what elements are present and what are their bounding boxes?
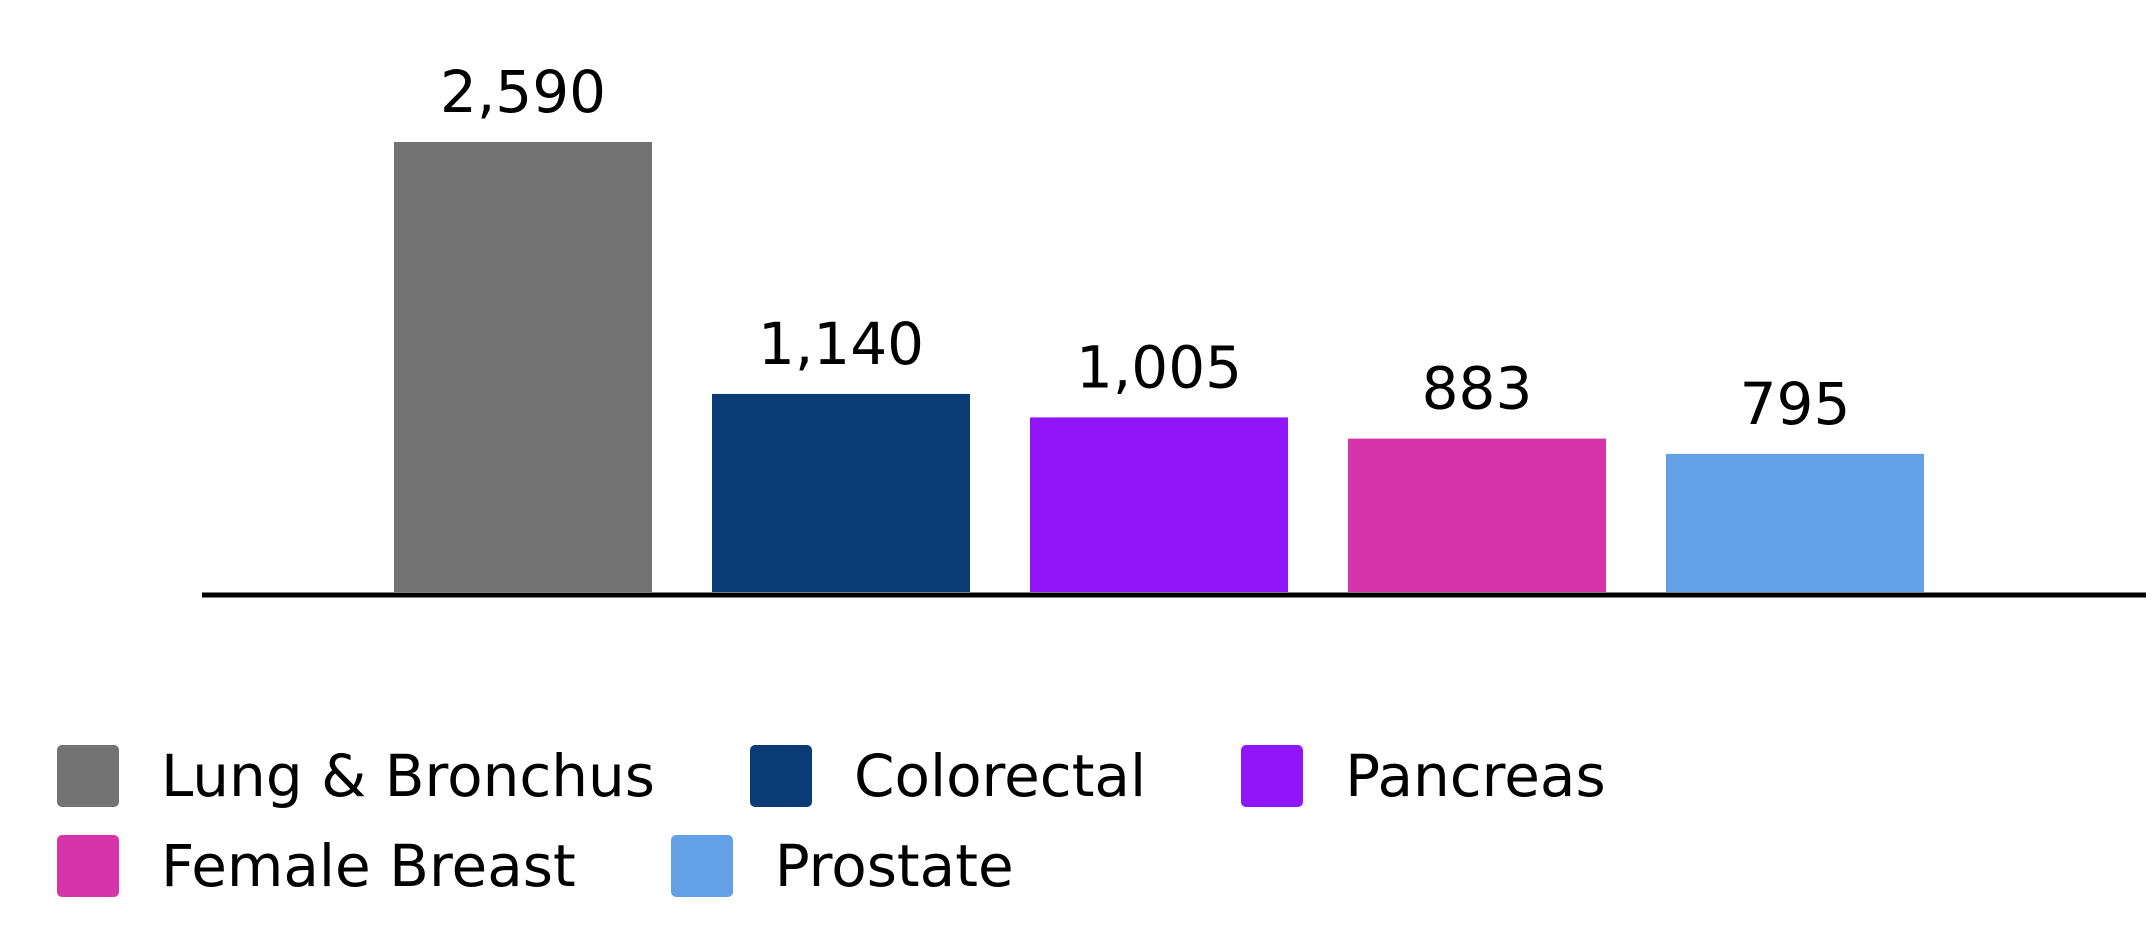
legend-swatch	[57, 745, 119, 807]
value-label-pancreas: 1,005	[1076, 333, 1242, 401]
legend-label: Pancreas	[1345, 742, 1606, 810]
value-label-prostate: 795	[1740, 370, 1851, 438]
legend: Lung & Bronchus Colorectal Pancreas Female …	[57, 745, 2137, 897]
legend-swatch	[670, 835, 733, 897]
legend-label: Female Breast	[161, 832, 576, 900]
legend-label: Colorectal	[853, 742, 1147, 810]
value-label-lung-bronchus: 2,590	[440, 58, 606, 126]
legend-label: Prostate	[774, 832, 1014, 900]
legend-swatch	[749, 745, 812, 807]
bar-pancreas	[1030, 417, 1288, 592]
value-label-female-breast: 883	[1422, 355, 1533, 423]
legend-item: Pancreas	[1241, 745, 1606, 807]
bars-group	[394, 142, 1924, 592]
legend-label: Lung & Bronchus	[161, 742, 655, 810]
legend-item: Prostate	[670, 832, 1014, 900]
legend-swatch	[57, 835, 119, 897]
legend-swatch	[1241, 745, 1304, 807]
bar-colorectal	[712, 393, 970, 592]
legend-item: Female Breast	[57, 835, 576, 897]
value-label-colorectal: 1,140	[758, 310, 924, 378]
legend-item: Lung & Bronchus	[57, 745, 655, 807]
bar-lung-bronchus	[394, 142, 652, 592]
legend-item: Colorectal	[749, 742, 1147, 810]
bar-female-breast	[1348, 438, 1606, 592]
value-labels-group: 2,590 1,140 1,005 883 795	[440, 58, 1850, 438]
bar-prostate	[1666, 453, 1924, 592]
